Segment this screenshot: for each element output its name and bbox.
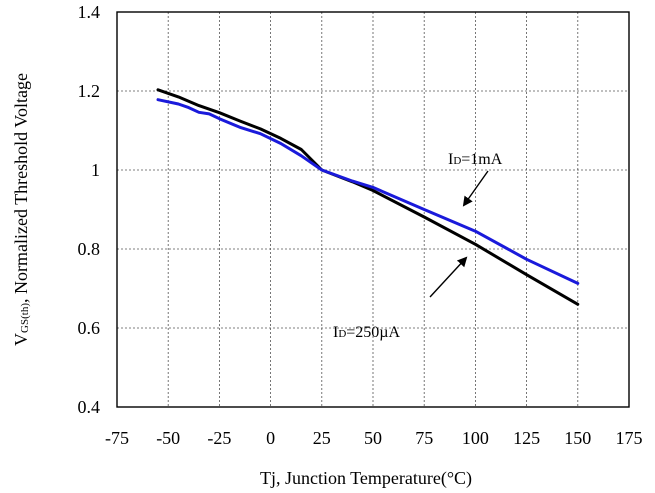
series-line-id-250ua: ID=250µA <box>156 88 580 306</box>
x-tick-label: 0 <box>266 428 275 448</box>
y-axis-title-sub: GS(th) <box>19 303 31 333</box>
x-tick-label: 150 <box>564 428 591 448</box>
y-axis-title-rest: , Normalized Threshold Voltage <box>11 73 31 303</box>
x-tick-label: 50 <box>364 428 382 448</box>
annotation-1ma-rest: =1mA <box>461 151 502 168</box>
annotation-1ma-main: I <box>448 151 453 168</box>
x-tick-label: -50 <box>156 428 180 448</box>
y-tick-label: 0.6 <box>78 318 101 338</box>
arrow-icon <box>429 256 468 298</box>
annotation-label-1ma: ID=1mA <box>448 151 503 168</box>
x-axis-title: Tj, Junction Temperature(°C) <box>260 468 472 489</box>
y-tick-label: 0.8 <box>78 239 101 259</box>
annotation-250ua-sub: D <box>338 328 346 340</box>
x-tick-labels: -75 -50 -25 0 25 50 75 100 125 150 175 <box>105 428 643 448</box>
annotation-250ua-main: I <box>333 324 338 341</box>
x-tick-label: 100 <box>462 428 489 448</box>
annotation-label-250ua: ID=250µA <box>333 324 401 341</box>
y-axis-title-main: V <box>11 333 31 346</box>
y-tick-label: 0.4 <box>78 397 101 417</box>
x-tick-label: 25 <box>313 428 331 448</box>
series-line-id-1ma: ID=1mA <box>156 98 580 285</box>
y-tick-label: 1.4 <box>78 2 101 22</box>
arrow-icon <box>462 170 489 207</box>
y-tick-labels: 0.4 0.6 0.8 1 1.2 1.4 <box>78 2 101 417</box>
annotation-1ma-sub: D <box>453 155 461 167</box>
annotation-250ua-rest: =250µA <box>346 324 400 341</box>
x-tick-label: 125 <box>513 428 540 448</box>
plot-area-frame <box>116 11 630 408</box>
y-tick-label: 1.2 <box>78 81 101 101</box>
x-tick-label: -75 <box>105 428 129 448</box>
y-axis-title: VGS(th), Normalized Threshold Voltage <box>11 73 31 346</box>
annotation-id-1ma: ID=1mA <box>448 151 503 207</box>
data-series: ID=250µAID=1mA <box>156 88 580 306</box>
annotation-id-250ua: ID=250µA <box>333 256 468 341</box>
x-tick-label: 175 <box>616 428 643 448</box>
y-tick-label: 1 <box>91 160 100 180</box>
grid-lines <box>117 12 629 407</box>
x-tick-label: 75 <box>415 428 433 448</box>
x-tick-label: -25 <box>207 428 231 448</box>
